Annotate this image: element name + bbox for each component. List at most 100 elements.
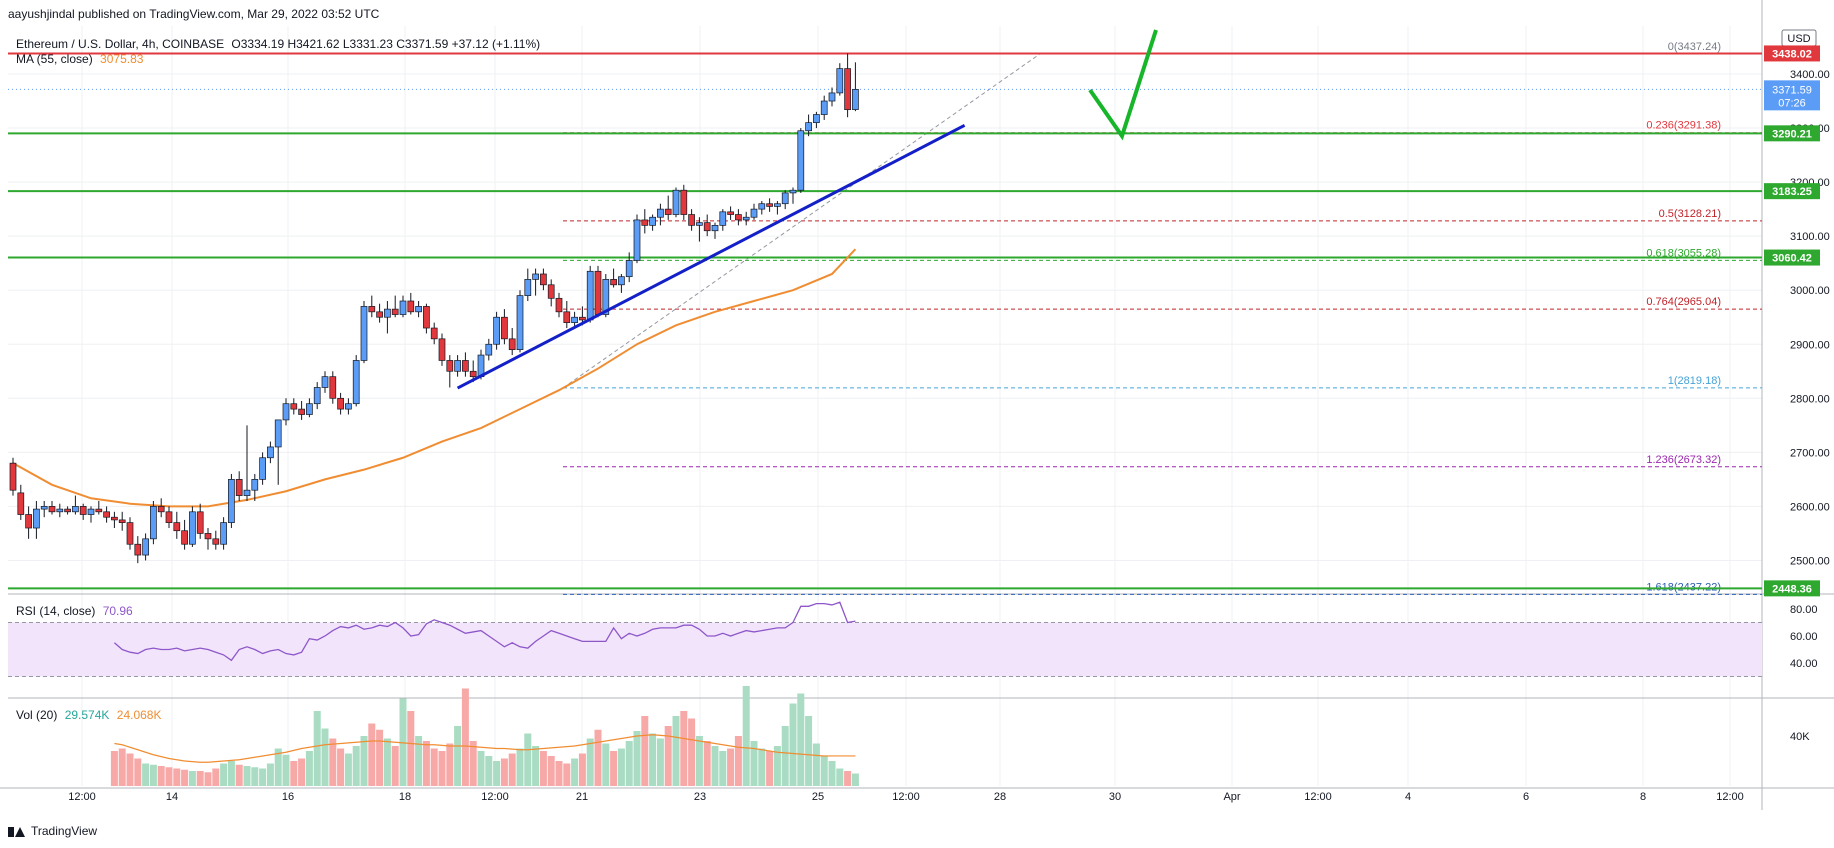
volume-bar	[555, 761, 563, 786]
candle-body	[820, 100, 828, 115]
x-axis-tick-label: 6	[1523, 791, 1529, 803]
candle-body	[664, 208, 672, 215]
candle-body	[9, 462, 17, 491]
volume-bar	[820, 756, 828, 786]
candle-body	[25, 514, 32, 529]
candle-body	[290, 403, 298, 410]
candle-body	[87, 508, 95, 515]
last-price-badge	[1764, 80, 1820, 111]
candle-body	[48, 506, 56, 513]
candle-body	[563, 311, 571, 323]
candle-body	[33, 508, 40, 529]
candle-body	[571, 316, 578, 323]
volume-bar	[157, 766, 165, 786]
candle	[407, 292, 415, 315]
candle	[189, 506, 196, 547]
candle	[852, 62, 859, 112]
volume-bar	[485, 756, 493, 786]
candle	[516, 290, 524, 353]
candle-body	[688, 214, 695, 226]
volume-bar	[243, 766, 251, 786]
candle	[680, 184, 688, 220]
price-axis-badge-label: 2448.36	[1772, 583, 1812, 595]
ma-label: MA (55, close)	[16, 52, 93, 66]
candle	[321, 371, 329, 393]
candle-body	[610, 279, 617, 286]
candle	[352, 355, 360, 407]
candle	[649, 214, 656, 231]
watermark-text: TradingView	[31, 824, 98, 838]
candle	[111, 511, 118, 529]
candle	[625, 252, 633, 283]
candle-body	[220, 522, 227, 545]
candle	[711, 222, 719, 239]
candle-body	[696, 222, 703, 226]
volume-bar	[805, 716, 813, 786]
fib-level-label: 1.236(2673.32)	[1646, 454, 1721, 466]
volume-bar	[610, 751, 618, 786]
volume-bar	[220, 763, 228, 786]
symbol-legend[interactable]: Ethereum / U.S. Dollar, 4h, COINBASE O33…	[16, 37, 544, 51]
candle	[235, 471, 243, 501]
vol-label: Vol (20)	[16, 708, 58, 722]
candle	[415, 301, 422, 318]
candle-body	[774, 203, 781, 207]
volume-bar	[547, 756, 555, 786]
candle-body	[391, 308, 399, 315]
candle-body	[204, 533, 212, 540]
candle-body	[485, 343, 493, 356]
candle	[282, 398, 290, 426]
tradingview-logo-icon	[8, 825, 26, 837]
candle-body	[95, 508, 103, 513]
candle-body	[532, 273, 539, 280]
volume-bar	[742, 686, 750, 786]
candle-body	[555, 297, 563, 313]
volume-bar	[836, 768, 844, 786]
volume-bar	[516, 748, 524, 786]
candle	[220, 517, 227, 550]
candle-body	[469, 370, 477, 378]
candle	[820, 95, 828, 120]
ma-value: 3075.83	[100, 52, 144, 66]
ma-legend[interactable]: MA (55, close) 3075.83	[16, 52, 147, 66]
candle-body	[618, 276, 625, 286]
volume-bar	[602, 743, 610, 786]
volume-ma-line	[114, 734, 856, 763]
volume-bar	[797, 693, 805, 786]
candle	[610, 268, 617, 288]
rsi-legend[interactable]: RSI (14, close) 70.96	[16, 604, 137, 618]
candle-body	[79, 506, 87, 515]
volume-bar	[656, 738, 664, 786]
volume-bar	[781, 726, 789, 786]
candle-body	[680, 189, 688, 215]
candle-body	[501, 316, 508, 340]
candle-body	[267, 446, 274, 459]
candle-body	[64, 508, 71, 513]
volume-bar	[508, 753, 516, 786]
fib-level-label: 0.5(3128.21)	[1659, 208, 1721, 220]
candle-body	[828, 92, 836, 102]
volume-bar	[181, 769, 189, 786]
candle	[735, 209, 742, 226]
tradingview-watermark: TradingView	[8, 824, 97, 838]
candle	[126, 517, 134, 550]
candle-body	[56, 508, 64, 513]
candle	[228, 473, 235, 529]
candle-body	[17, 492, 25, 515]
volume-bar	[204, 772, 212, 786]
rsi-line	[113, 601, 856, 662]
candle	[750, 203, 758, 220]
x-axis-tick-label: 28	[994, 791, 1006, 803]
volume-bar	[680, 711, 688, 786]
fib-level-label: 1(2819.18)	[1668, 375, 1721, 387]
candle	[103, 506, 110, 523]
volume-bar	[766, 751, 774, 786]
candle-body	[352, 360, 360, 405]
candle-body	[360, 306, 368, 361]
volume-bar	[438, 751, 446, 786]
candle	[462, 352, 469, 377]
vol-legend[interactable]: Vol (20) 29.574K 24.068K	[16, 708, 165, 722]
candle-body	[789, 189, 797, 194]
volume-bar	[376, 729, 384, 786]
